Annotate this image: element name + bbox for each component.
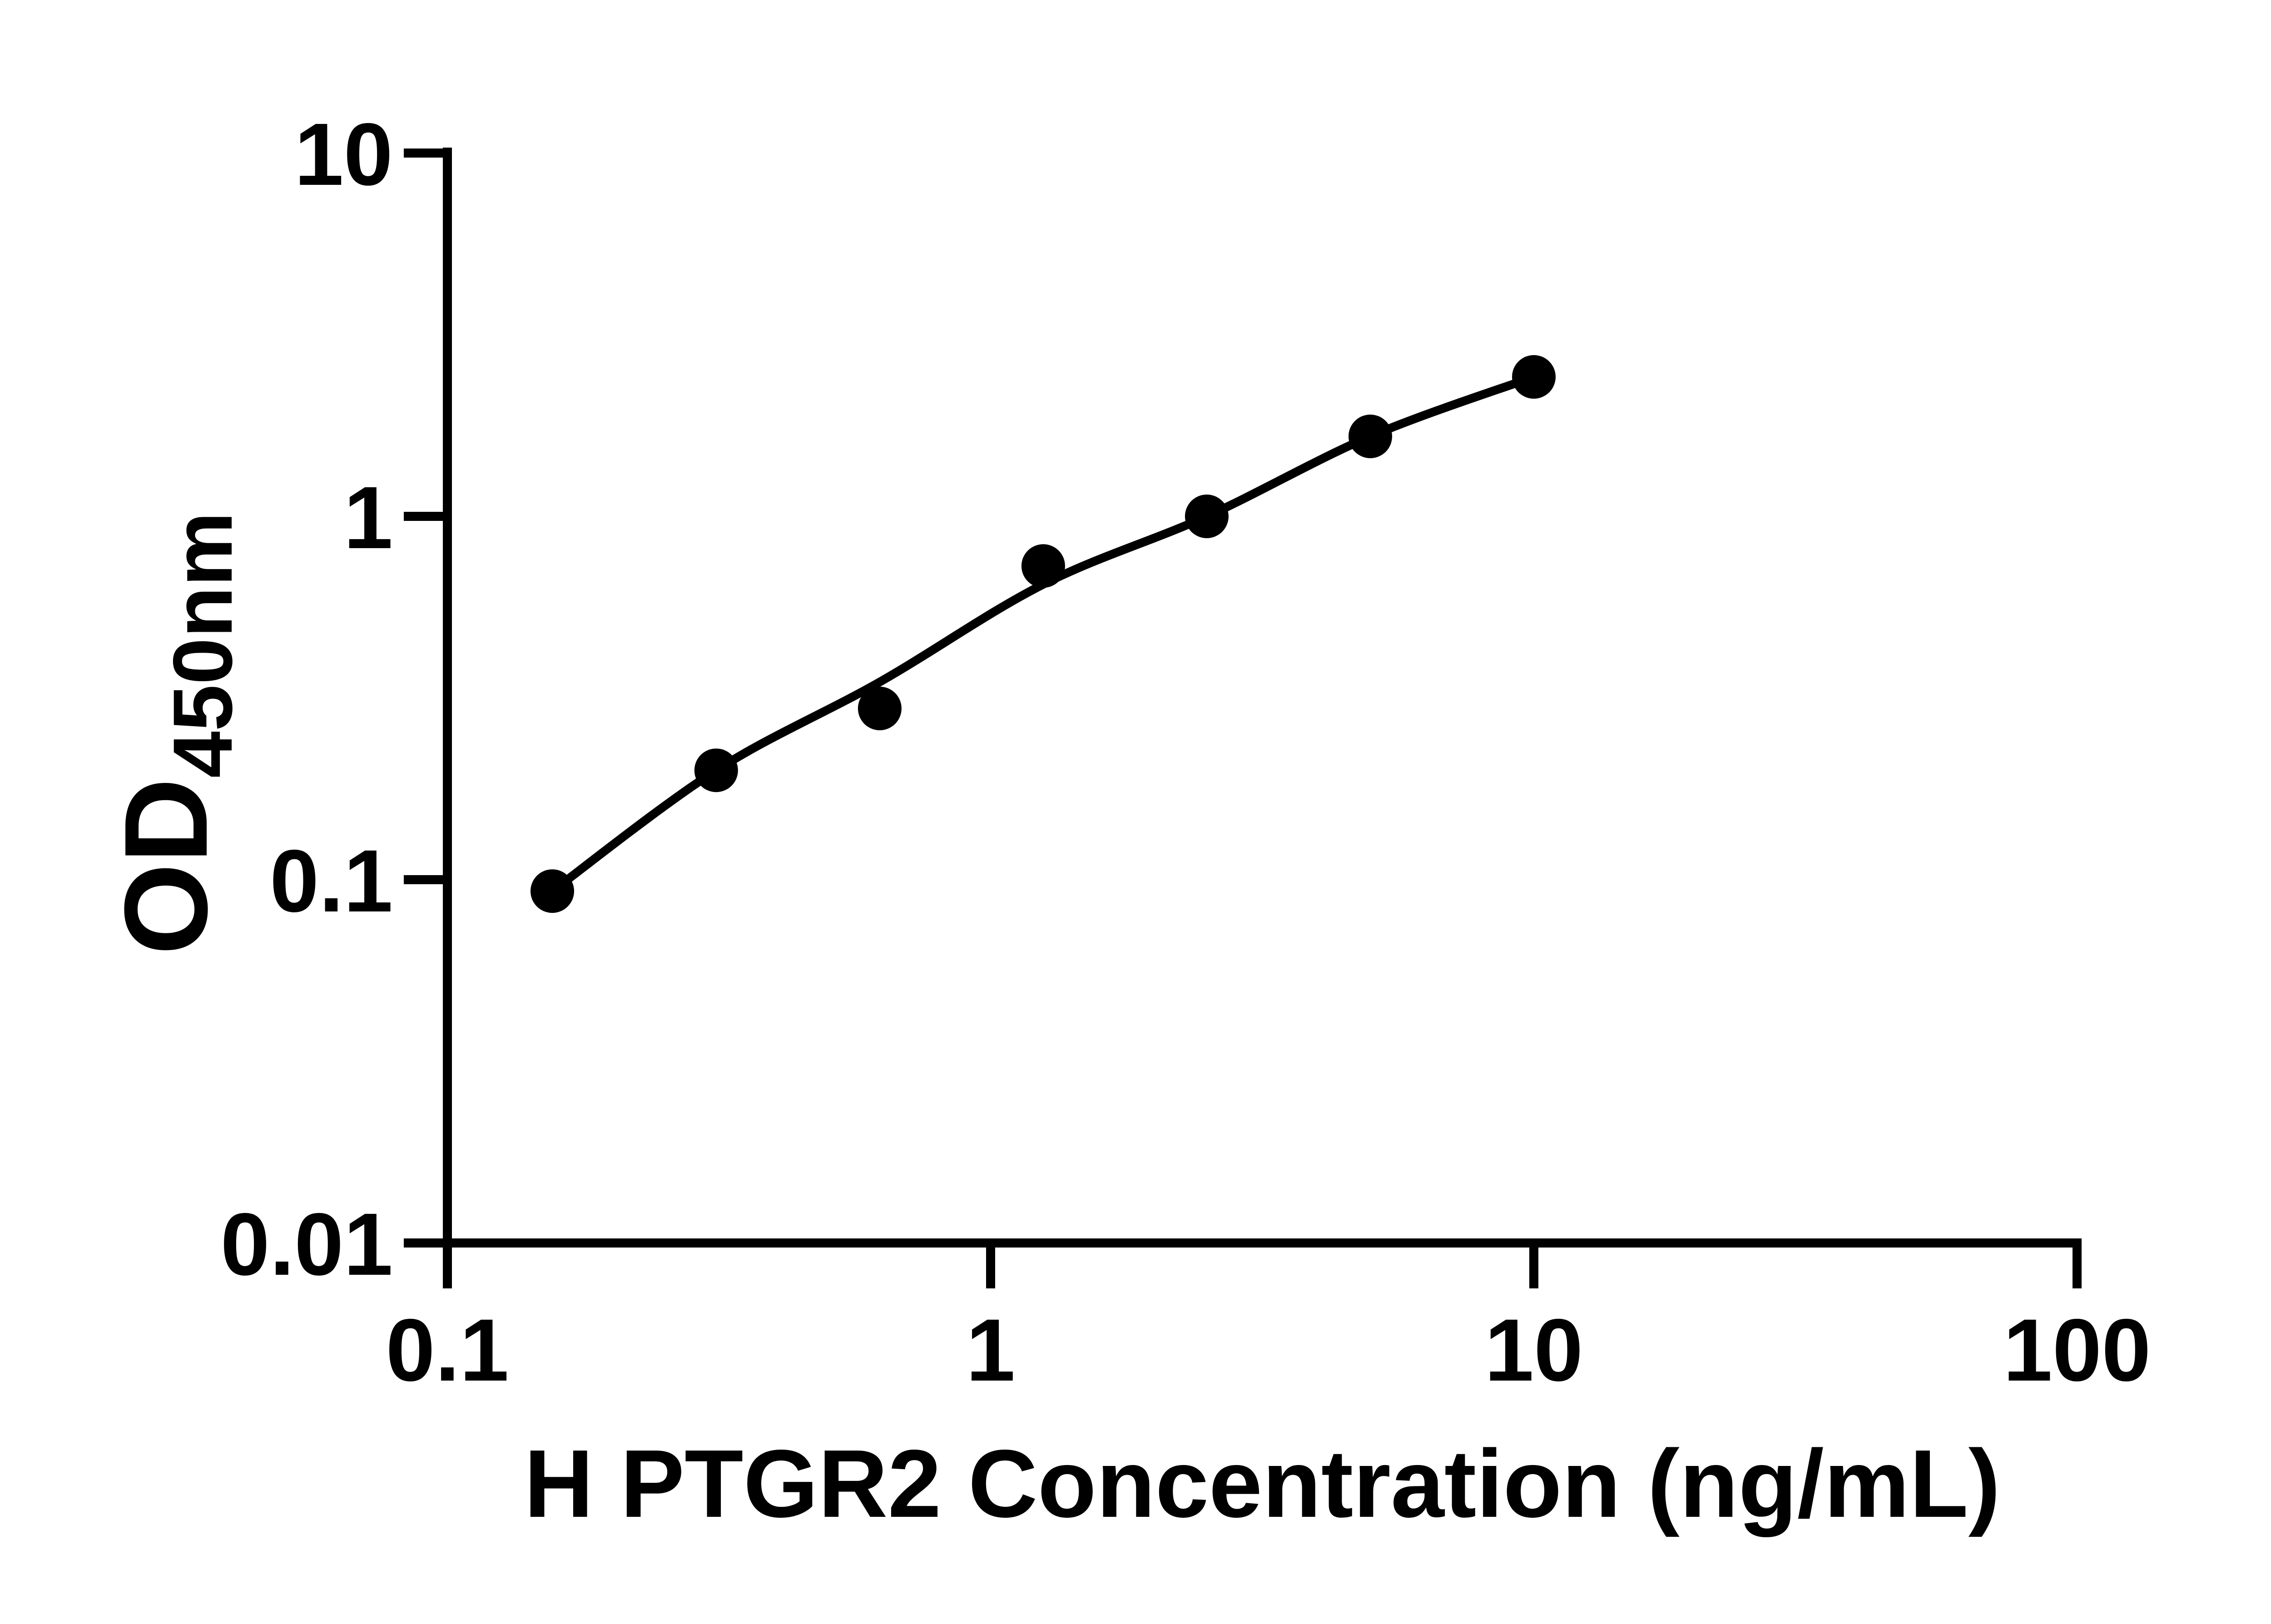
y-axis-title: OD450nm xyxy=(100,512,250,955)
fit-curve xyxy=(548,372,1538,896)
data-point xyxy=(531,869,574,913)
plot-layer xyxy=(531,355,1556,913)
data-point xyxy=(694,748,738,792)
y-tick-label: 1 xyxy=(344,468,393,567)
x-tick-label: 10 xyxy=(1485,1301,1583,1400)
data-point xyxy=(858,687,902,730)
x-tick-label: 1 xyxy=(966,1301,1015,1400)
data-point xyxy=(1349,414,1392,458)
y-axis-title-main: OD xyxy=(100,778,232,955)
x-tick-label: 100 xyxy=(2003,1301,2151,1400)
x-tick-label: 0.1 xyxy=(386,1301,509,1400)
y-tick-label: 10 xyxy=(294,105,393,204)
x-axis-title: H PTGR2 Concentration (ng/mL) xyxy=(524,1430,2001,1537)
y-tick-label: 0.01 xyxy=(220,1195,393,1294)
data-point xyxy=(1185,495,1229,538)
data-point xyxy=(1512,355,1556,399)
y-axis-title-subscript: 450nm xyxy=(156,512,250,778)
data-point xyxy=(1021,544,1065,588)
y-tick-label: 0.1 xyxy=(270,832,393,931)
